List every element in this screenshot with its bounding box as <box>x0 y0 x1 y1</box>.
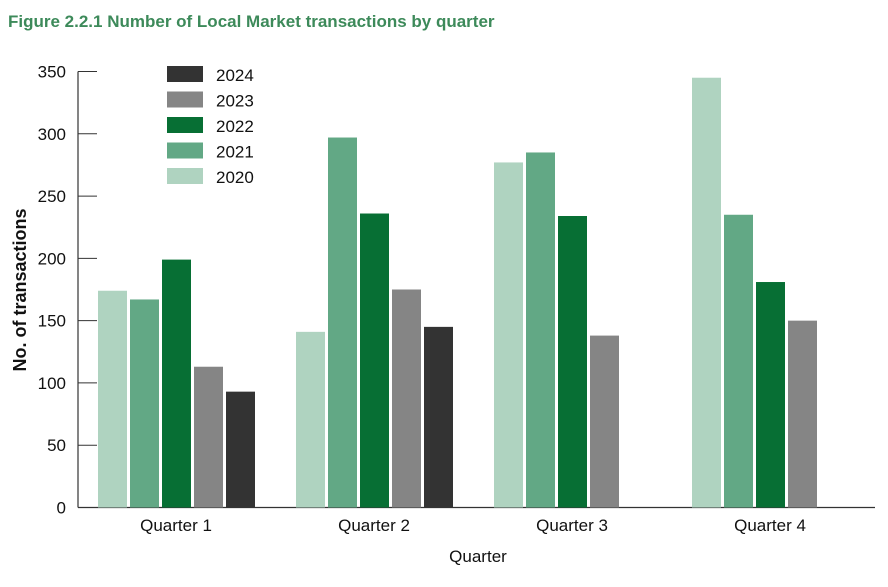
bar-2024-q2 <box>424 326 453 508</box>
bar-2024-q1 <box>226 391 255 508</box>
y-axis-label: No. of transactions <box>10 208 30 371</box>
chart-title: Figure 2.2.1 Number of Local Market tran… <box>8 12 495 31</box>
y-tick-label: 0 <box>57 499 66 518</box>
y-tick-label: 350 <box>38 63 66 82</box>
legend-swatch-2023 <box>167 91 203 108</box>
bar-2020-q1 <box>98 290 127 508</box>
bar-2023-q3 <box>590 335 619 508</box>
y-tick-label: 300 <box>38 125 66 144</box>
bar-2021-q4 <box>724 214 753 508</box>
bar-2023-q4 <box>788 320 817 508</box>
bar-2020-q2 <box>296 331 325 508</box>
legend-label: 2022 <box>216 117 254 136</box>
x-tick-label: Quarter 4 <box>734 516 806 535</box>
bar-2022-q3 <box>558 216 587 508</box>
y-tick-label: 150 <box>38 312 66 331</box>
legend-label: 2021 <box>216 143 254 162</box>
legend-swatch-2024 <box>167 66 203 82</box>
y-tick-label: 50 <box>47 436 66 455</box>
legend-swatch-2020 <box>167 168 203 184</box>
bar-2021-q3 <box>526 152 555 508</box>
legend-label: 2024 <box>216 66 254 85</box>
x-axis-label: Quarter <box>449 547 507 566</box>
x-tick-label: Quarter 1 <box>140 516 212 535</box>
y-tick-label: 100 <box>38 374 66 393</box>
x-tick-label: Quarter 2 <box>338 516 410 535</box>
y-tick-label: 200 <box>38 249 66 268</box>
x-tick-label: Quarter 3 <box>536 516 608 535</box>
bar-2021-q1 <box>130 299 159 508</box>
bar-2020-q4 <box>692 77 721 508</box>
bar-2021-q2 <box>328 137 357 508</box>
y-tick-label: 250 <box>38 187 66 206</box>
bar-2023-q1 <box>194 366 223 508</box>
bar-2022-q1 <box>162 259 191 508</box>
legend-label: 2020 <box>216 168 254 187</box>
bar-2023-q2 <box>392 289 421 508</box>
bar-2022-q4 <box>756 282 785 508</box>
bar-2022-q2 <box>360 213 389 508</box>
legend-swatch-2021 <box>167 142 203 159</box>
bar-2020-q3 <box>494 162 523 508</box>
legend-swatch-2022 <box>167 117 203 133</box>
legend-label: 2023 <box>216 92 254 111</box>
